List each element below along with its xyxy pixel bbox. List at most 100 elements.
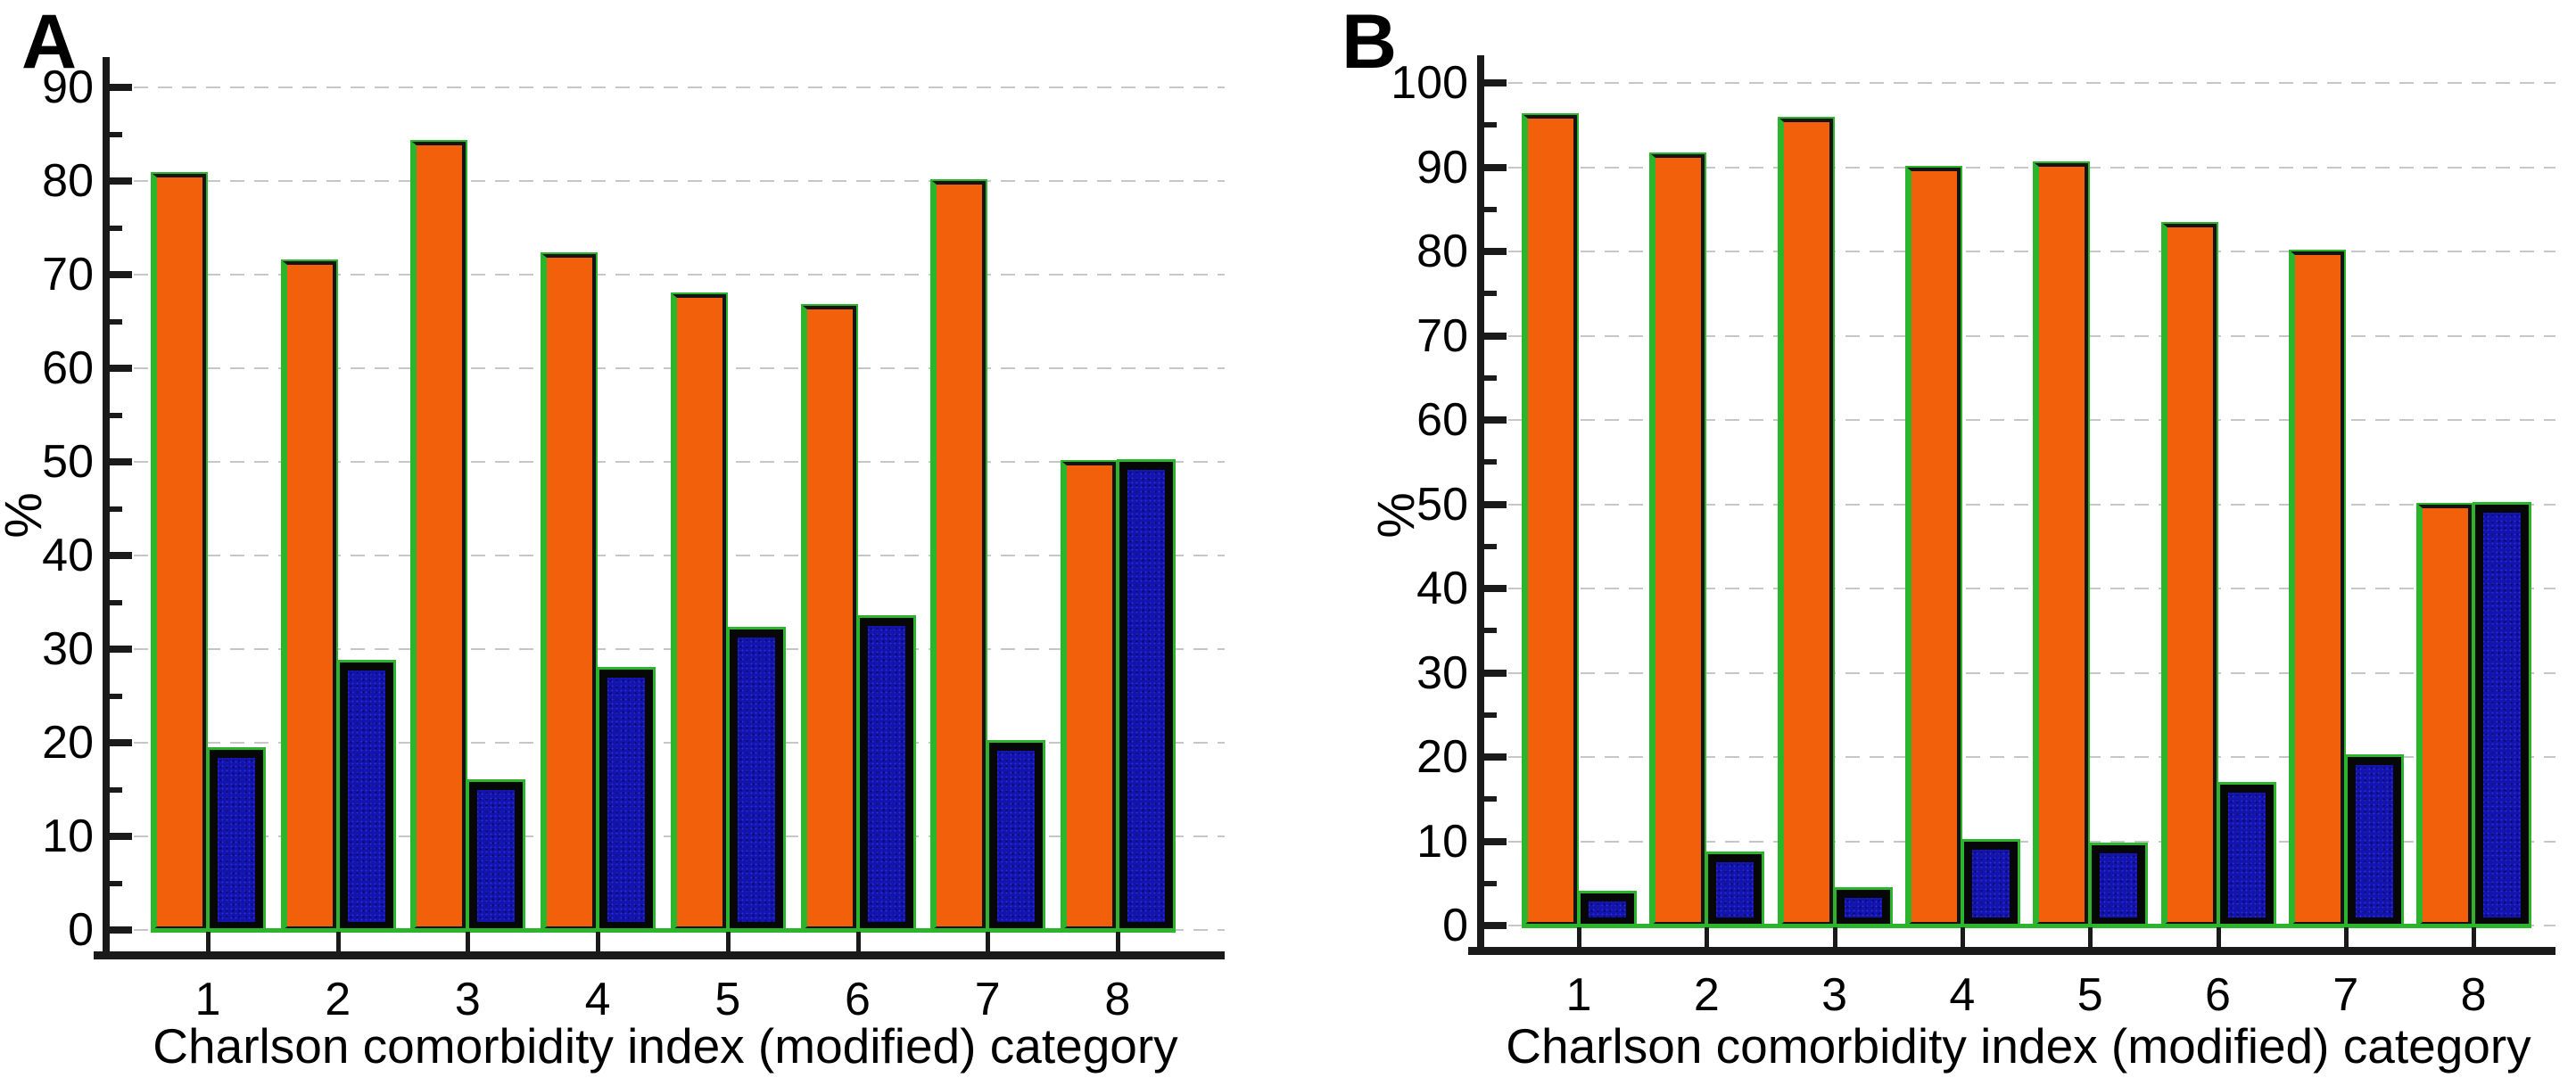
bar-blue <box>2089 843 2149 928</box>
y-gridline <box>1484 82 2555 84</box>
y-tick-label: 40 <box>42 530 94 581</box>
bar-orange <box>1649 152 1707 927</box>
bar-orange <box>1904 165 1962 927</box>
category-label: 4 <box>1949 969 1976 1021</box>
y-gridline <box>110 86 1225 88</box>
y-minor-tick <box>1484 796 1497 802</box>
y-minor-tick <box>110 506 122 512</box>
category-tick <box>1115 932 1120 955</box>
y-gridline <box>1484 419 2555 421</box>
y-gridline <box>110 461 1225 463</box>
y-major-tick <box>110 365 132 372</box>
y-minor-tick <box>110 412 122 418</box>
y-major-tick <box>110 739 132 746</box>
y-minor-tick <box>110 225 122 231</box>
y-major-tick <box>110 84 132 91</box>
category-label: 8 <box>2460 969 2487 1021</box>
bar-blue <box>856 615 916 933</box>
y-major-tick <box>110 271 132 278</box>
y-gridline <box>110 180 1225 182</box>
y-tick-label: 20 <box>1416 731 1468 783</box>
y-tick-label: 80 <box>1416 226 1468 277</box>
category-label: 1 <box>1565 969 1592 1021</box>
bar-blue <box>1961 838 2020 928</box>
y-major-tick <box>110 833 132 840</box>
y-tick-label: 30 <box>1416 646 1468 699</box>
bar-blue <box>987 740 1046 933</box>
bar-blue <box>2344 754 2404 928</box>
y-minor-tick <box>1484 880 1497 886</box>
y-minor-tick <box>110 693 122 699</box>
category-tick <box>2216 927 2221 950</box>
category-tick <box>986 932 991 955</box>
y-gridline <box>110 742 1225 744</box>
y-gridline <box>1484 334 2555 337</box>
y-major-tick <box>1484 248 1507 255</box>
y-tick-label: 10 <box>42 811 94 862</box>
y-minor-tick <box>1484 122 1497 128</box>
bar-blue <box>2217 782 2276 928</box>
y-major-tick <box>110 646 132 653</box>
panel-a-x-axis-title: Charlson comorbidity index (modified) ca… <box>153 1018 1178 1074</box>
y-tick-label: 40 <box>1416 563 1468 614</box>
bar-blue <box>1116 459 1176 933</box>
category-label: 3 <box>454 974 481 1025</box>
y-minor-tick <box>110 786 122 793</box>
y-tick-label: 70 <box>1416 309 1468 362</box>
bar-orange <box>2416 502 2474 927</box>
bar-blue <box>726 626 786 933</box>
y-major-tick <box>1484 837 1507 845</box>
bar-orange <box>280 259 338 932</box>
y-tick-label: 60 <box>1416 394 1468 446</box>
y-gridline <box>110 367 1225 369</box>
y-axis-line <box>103 57 110 959</box>
y-gridline <box>110 274 1225 276</box>
category-tick <box>1960 927 1965 950</box>
bar-orange <box>2033 160 2091 927</box>
bar-orange <box>151 171 208 932</box>
category-tick <box>1577 927 1581 950</box>
y-gridline <box>110 555 1225 556</box>
y-major-tick <box>1484 585 1507 592</box>
category-tick <box>335 932 341 955</box>
bar-orange <box>2160 221 2218 927</box>
y-major-tick <box>1484 79 1507 86</box>
bar-orange <box>1522 112 1579 927</box>
y-axis-line <box>1477 55 1484 955</box>
y-gridline <box>1484 588 2555 589</box>
category-tick <box>466 932 471 955</box>
bar-orange <box>1777 116 1835 927</box>
y-minor-tick <box>1484 206 1497 212</box>
y-gridline <box>1484 671 2555 674</box>
panel-b-letter: B <box>1342 0 1398 85</box>
category-tick <box>206 932 211 955</box>
bar-blue <box>207 747 266 933</box>
category-label: 8 <box>1104 974 1131 1025</box>
bar-orange <box>2288 250 2346 927</box>
y-major-tick <box>1484 332 1507 340</box>
y-major-tick <box>110 458 132 465</box>
category-label: 3 <box>1821 969 1848 1021</box>
bar-blue <box>466 779 526 933</box>
panel-a-letter: A <box>21 0 78 85</box>
y-tick-label: 70 <box>42 249 94 300</box>
y-major-tick <box>1484 922 1507 929</box>
y-gridline <box>1484 756 2555 758</box>
y-major-tick <box>110 926 132 934</box>
category-tick <box>2472 927 2477 950</box>
x-axis-line <box>1468 947 2555 955</box>
y-minor-tick <box>1484 374 1497 381</box>
y-tick-label: 60 <box>42 342 94 394</box>
panel-a-y-axis-title: % <box>0 492 53 539</box>
y-tick-label: 0 <box>1442 900 1468 951</box>
bar-orange <box>670 292 728 932</box>
bar-blue <box>1705 851 1765 928</box>
y-minor-tick <box>1484 628 1497 634</box>
y-minor-tick <box>1484 543 1497 549</box>
category-tick <box>725 932 731 955</box>
category-tick <box>596 932 601 955</box>
y-gridline <box>110 835 1225 837</box>
